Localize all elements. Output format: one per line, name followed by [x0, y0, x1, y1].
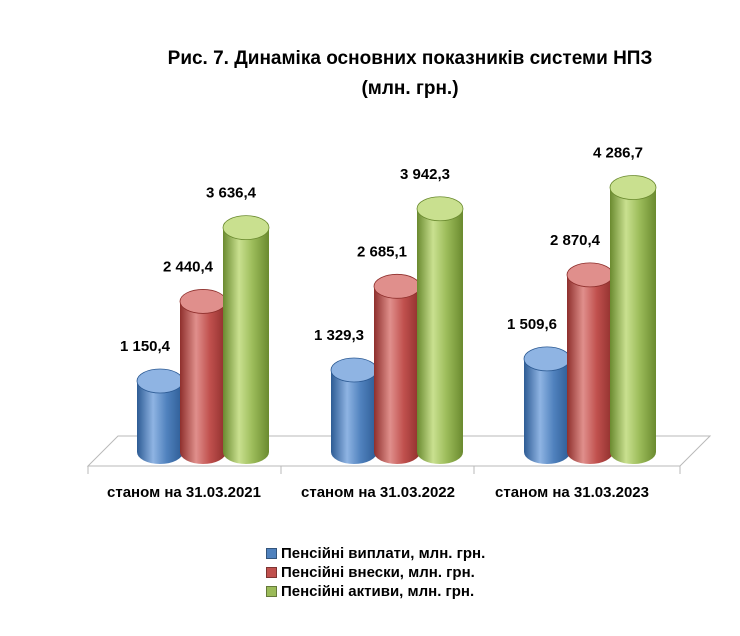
legend-swatch-payments — [266, 548, 277, 559]
bar-cap — [416, 196, 464, 222]
category-label: станом на 31.03.2021 — [107, 484, 261, 501]
bar-body — [417, 208, 463, 464]
category-label: станом на 31.03.2022 — [301, 484, 455, 501]
bar-body — [137, 381, 183, 464]
bar-body — [223, 227, 269, 464]
data-label-assets: 3 636,4 — [206, 185, 257, 202]
legend-item: Пенсійні внески, млн. грн. — [266, 563, 485, 582]
data-label-contributions: 2 440,4 — [163, 258, 214, 275]
bar-cap — [609, 175, 657, 200]
bar-assets — [609, 175, 657, 464]
chart-title: Рис. 7. Динаміка основних показників сис… — [60, 44, 740, 104]
chart-title-line-1: Рис. 7. Динаміка основних показників сис… — [167, 48, 653, 69]
bar-body — [524, 358, 570, 464]
bar-contributions — [373, 273, 421, 464]
legend: Пенсійні виплати, млн. грн. Пенсійні вне… — [266, 544, 485, 601]
bar-contributions — [179, 289, 227, 464]
data-label-contributions: 2 870,4 — [550, 232, 601, 249]
bar-payments — [330, 357, 378, 464]
bar-contributions — [566, 262, 614, 464]
bar-body — [610, 187, 656, 464]
data-label-payments: 1 150,4 — [120, 338, 171, 355]
legend-label-assets: Пенсійні активи, млн. грн. — [281, 583, 475, 600]
bar-cap — [566, 262, 614, 288]
legend-item: Пенсійні виплати, млн. грн. — [266, 544, 485, 563]
data-label-payments: 1 509,6 — [507, 316, 557, 333]
bar-body — [331, 369, 377, 464]
legend-item: Пенсійні активи, млн. грн. — [266, 582, 485, 601]
bar-cap — [222, 215, 270, 241]
bar-body — [567, 274, 613, 464]
legend-label-payments: Пенсійні виплати, млн. грн. — [281, 545, 486, 562]
data-label-payments: 1 329,3 — [314, 327, 364, 344]
bar-cap — [136, 368, 184, 394]
data-label-contributions: 2 685,1 — [357, 243, 407, 260]
chart-title-line-2: (млн. грн.) — [361, 78, 459, 99]
legend-label-contributions: Пенсійні внески, млн. грн. — [281, 564, 475, 581]
bar-body — [180, 301, 226, 464]
bar-cap — [523, 346, 571, 372]
data-label-assets: 3 942,3 — [400, 166, 450, 183]
chart-plot: 1 150,4 2 440,4 3 636,4 1 329,3 2 685,1 3 942… — [86, 145, 712, 501]
bar-cap — [373, 273, 421, 299]
bar-assets — [222, 215, 270, 464]
bar-cap — [330, 357, 378, 383]
bar-assets — [416, 196, 464, 464]
bar-payments — [523, 346, 571, 464]
legend-swatch-contributions — [266, 567, 277, 578]
data-label-assets: 4 286,7 — [593, 145, 643, 162]
bar-payments — [136, 368, 184, 464]
category-label: станом на 31.03.2023 — [495, 484, 649, 501]
bar-cap — [179, 289, 227, 314]
legend-swatch-assets — [266, 586, 277, 597]
bar-body — [374, 286, 420, 464]
